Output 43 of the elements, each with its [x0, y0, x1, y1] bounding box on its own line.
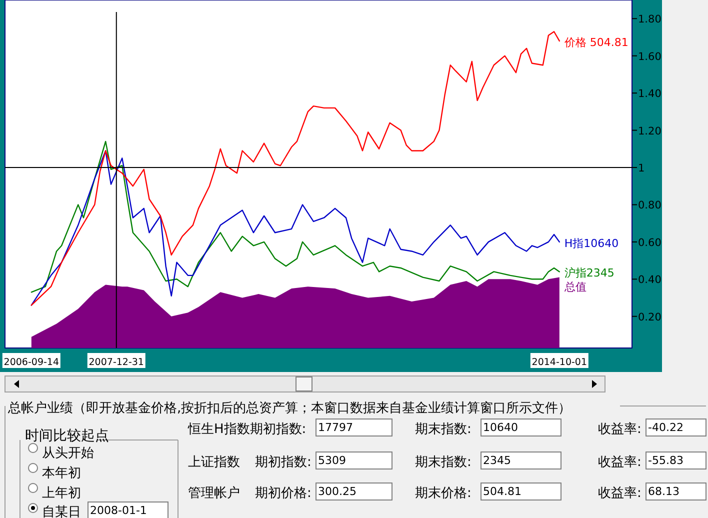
series-label: H指10640 — [564, 236, 619, 250]
text: 自某日 — [42, 505, 81, 518]
text: 期末指数: — [415, 422, 472, 437]
text: 时间比较起点 — [25, 428, 109, 444]
x-tick-label: 2007-12-31 — [88, 357, 144, 368]
text: 5309 — [318, 454, 346, 467]
text: 68.13 — [648, 485, 680, 498]
x-tick-label: 2006-09-14 — [4, 357, 60, 368]
text: -55.83 — [648, 454, 684, 467]
text: -40.22 — [648, 421, 684, 434]
text: 管理帐户 — [188, 486, 240, 501]
text: 期初指数: — [255, 455, 312, 470]
y-tick-label: 0.60 — [638, 236, 662, 249]
y-tick-label: 1.60 — [638, 50, 662, 63]
text: 2345 — [483, 454, 511, 467]
y-tick-label: 1.20 — [638, 125, 662, 138]
text: 收益率: — [598, 485, 642, 501]
text: 504.81 — [483, 485, 522, 498]
text: 2008-01-1 — [90, 504, 147, 517]
text: 总帐户业绩（即开放基金价格,按折扣后的总资产算；本窗口数据来自基金业绩计算窗口所示文件） — [7, 400, 572, 416]
text: 恒生H指数期初指数: — [187, 422, 306, 437]
text: 期初价格: — [255, 486, 312, 501]
text: 期末指数: — [415, 455, 472, 470]
y-tick-label: 1.40 — [638, 88, 662, 100]
y-tick-label: 1.80 — [638, 14, 662, 26]
text: 本年初 — [42, 466, 81, 481]
text: 上年初 — [42, 486, 81, 501]
y-tick-label: 0.40 — [638, 274, 662, 286]
series-label: 价格 504.81 — [563, 36, 628, 49]
text: 17797 — [318, 421, 353, 434]
text: 收益率: — [598, 454, 642, 470]
x-tick-label: 2014-10-01 — [532, 357, 588, 368]
y-tick-label: 1 — [638, 162, 645, 174]
text: 300.25 — [318, 485, 356, 498]
text: 期末价格: — [415, 486, 472, 501]
text: 上证指数 — [188, 455, 240, 470]
y-tick-label: 0.20 — [638, 311, 662, 324]
y-tick-label: 0.80 — [638, 200, 662, 212]
text: 从头开始 — [42, 446, 94, 461]
text: 收益率: — [598, 421, 642, 437]
series-label: 总值 — [563, 280, 586, 294]
series-label: 沪指2345 — [564, 266, 614, 280]
text: 10640 — [483, 421, 518, 434]
